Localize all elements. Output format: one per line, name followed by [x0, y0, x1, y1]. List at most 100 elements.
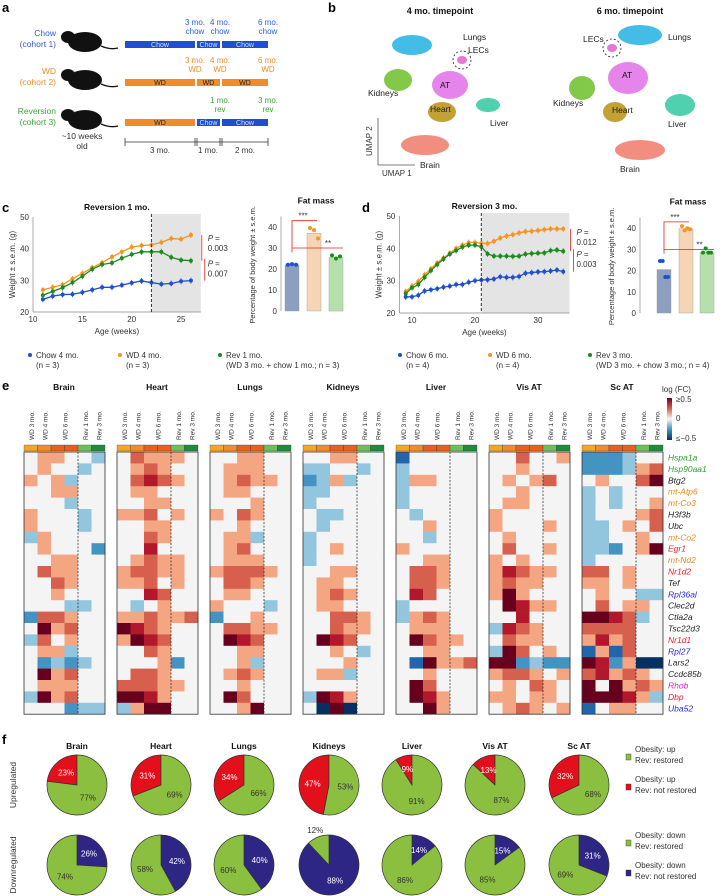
pie-pct: 66% [250, 789, 266, 798]
series-line [42, 251, 191, 296]
heatmap-cell [502, 691, 517, 704]
heatmap-cell [463, 668, 478, 681]
heatmap-cell [357, 554, 371, 567]
heatmap-cell [330, 566, 344, 578]
cluster-label: LECs [468, 45, 489, 55]
heatmap-cell [423, 474, 437, 487]
heatmap-cell [396, 463, 410, 476]
heatmap-cell [343, 623, 358, 635]
heatmap-cell [144, 520, 158, 533]
heatmap-cell [595, 554, 610, 567]
heatmap-cell [223, 566, 238, 578]
heatmap-cell [649, 452, 664, 464]
heatmap-cell [370, 531, 385, 544]
data-point [554, 226, 559, 231]
heatmap-cell [157, 668, 172, 681]
data-point [410, 294, 414, 299]
heatmap-cell [516, 634, 530, 647]
heatmap-cell [303, 474, 317, 487]
diet-label: WD [203, 80, 215, 87]
heatmap-cell [237, 680, 251, 692]
heatmap-cell [489, 509, 503, 521]
heatmap-cell [51, 588, 65, 601]
heatmap-cell [463, 497, 478, 510]
data-point [435, 286, 440, 291]
heatmap-cell [423, 577, 437, 590]
heatmap-cell [463, 702, 478, 715]
heatmap-cell [277, 452, 292, 464]
heatmap-cell [489, 645, 503, 658]
column-color-strip [236, 444, 251, 452]
heatmap-cell [556, 577, 571, 590]
column-label: WD 3 mo. [215, 411, 222, 440]
heatmap-cell [450, 543, 464, 555]
data-point [523, 252, 528, 257]
pie-pct: 26% [81, 850, 97, 859]
heatmap-cell [463, 509, 478, 521]
data-point [473, 243, 477, 248]
heatmap-cell [622, 509, 637, 521]
heatmap-cell [264, 645, 278, 658]
pie-title: Heart [150, 741, 172, 751]
heatmap-cell [250, 691, 265, 704]
heatmap-cell [303, 520, 317, 533]
heatmap-cell [622, 611, 637, 624]
heatmap-cell [250, 668, 265, 681]
data-point [510, 254, 515, 259]
heatmap-cell [210, 634, 224, 647]
bar-data-point [709, 250, 713, 255]
heatmap-cell [450, 463, 464, 476]
heatmap-cell [343, 497, 358, 510]
data-point [70, 292, 75, 297]
heatmap-cell [130, 486, 145, 498]
heatmap-cell [343, 600, 358, 612]
column-label: WD 3 mo. [308, 411, 315, 440]
heatmap-cell [117, 566, 131, 578]
heatmap-cell [409, 645, 424, 658]
heatmap-cell [24, 623, 38, 635]
heatmap-cell [636, 497, 650, 510]
heatmap-cell [157, 497, 172, 510]
heatmap-cell [370, 668, 385, 681]
heatmap-cell [436, 645, 451, 658]
heatmap-cell [157, 531, 172, 544]
heatmap-cell [370, 497, 385, 510]
heatmap-cell [409, 588, 424, 601]
umap-cluster [476, 98, 500, 112]
heatmap-cell [529, 577, 544, 590]
heatmap-cell [609, 474, 623, 487]
heatmap-cell [250, 531, 265, 544]
heatmap-cell [582, 588, 596, 601]
pie-pct: 69% [167, 790, 183, 799]
umap-axis-label: UMAP 1 [382, 169, 412, 178]
diet-label: Chow [151, 42, 170, 49]
heatmap-cell [130, 520, 145, 533]
pie-slice [76, 834, 108, 868]
heatmap-cell [24, 702, 38, 715]
heatmap-cell [343, 474, 358, 487]
heatmap-cell [264, 486, 278, 498]
heatmap-cell [636, 668, 650, 681]
gene-label: Lars2 [668, 658, 690, 668]
heatmap-cell [463, 657, 478, 669]
heatmap-cell [250, 611, 265, 624]
legend-label: Obesity: down [635, 861, 686, 870]
heatmap-cell [370, 520, 385, 533]
heatmap-cell [37, 680, 52, 692]
heatmap-cell [237, 452, 251, 464]
column-color-strip [502, 444, 517, 452]
y-axis-label: Percentage of body weight ± s.e.m. [607, 208, 616, 326]
heatmap-cell [450, 668, 464, 681]
heatmap-cell [463, 543, 478, 555]
data-point [435, 262, 440, 267]
tissue-title: Liver [426, 382, 447, 392]
heatmap-cell [171, 509, 185, 521]
heatmap-cell [330, 668, 344, 681]
heatmap-cell [502, 645, 517, 658]
data-point [80, 290, 85, 295]
column-color-strip [250, 444, 265, 452]
heatmap-cell [543, 577, 557, 590]
heatmap-cell [409, 611, 424, 624]
heatmap-cell [357, 634, 371, 647]
heatmap-cell [502, 657, 517, 669]
